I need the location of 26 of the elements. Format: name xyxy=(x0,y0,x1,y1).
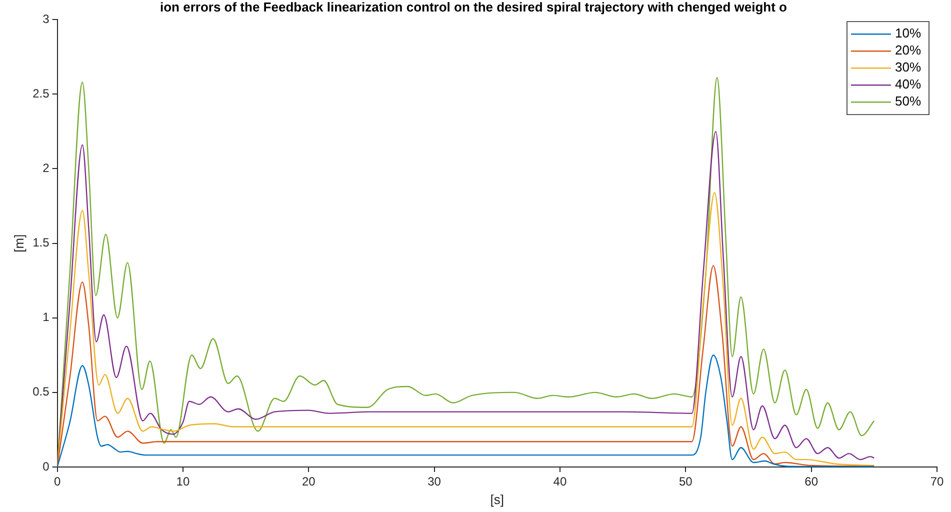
x-tick-label: 0 xyxy=(54,474,61,489)
x-tick-label: 70 xyxy=(930,474,944,489)
legend-label: 50% xyxy=(894,94,922,109)
legend-label: 20% xyxy=(894,42,922,58)
y-tick-label: 3 xyxy=(42,12,50,26)
y-tick-label: 1.5 xyxy=(32,236,50,250)
y-tick-label: 2 xyxy=(42,161,50,176)
y-tick-label: 1 xyxy=(42,310,50,324)
x-tick-label: 20 xyxy=(302,474,316,489)
x-tick-label: 50 xyxy=(678,474,693,489)
x-tick-label: 30 xyxy=(428,474,442,489)
legend-label: 10% xyxy=(894,26,922,41)
line-series xyxy=(57,192,875,467)
chart-title: ion errors of the Feedback linearization control on the desired spiral trajectory with chenged weight o xyxy=(160,0,788,14)
x-tick-label: 10 xyxy=(176,474,190,489)
line-series xyxy=(57,354,875,467)
x-tick-label: 60 xyxy=(804,474,818,489)
y-tick-label: 0 xyxy=(42,459,50,474)
x-tick-label: 40 xyxy=(553,474,567,489)
legend-label: 40% xyxy=(894,76,922,92)
x-axis-title: [s] xyxy=(490,492,504,507)
y-axis-title: [m] xyxy=(11,234,26,252)
y-tick-label: 2.5 xyxy=(32,86,50,100)
line-series xyxy=(57,265,875,467)
legend-label: 30% xyxy=(894,60,922,75)
y-tick-label: 0.5 xyxy=(32,384,50,399)
